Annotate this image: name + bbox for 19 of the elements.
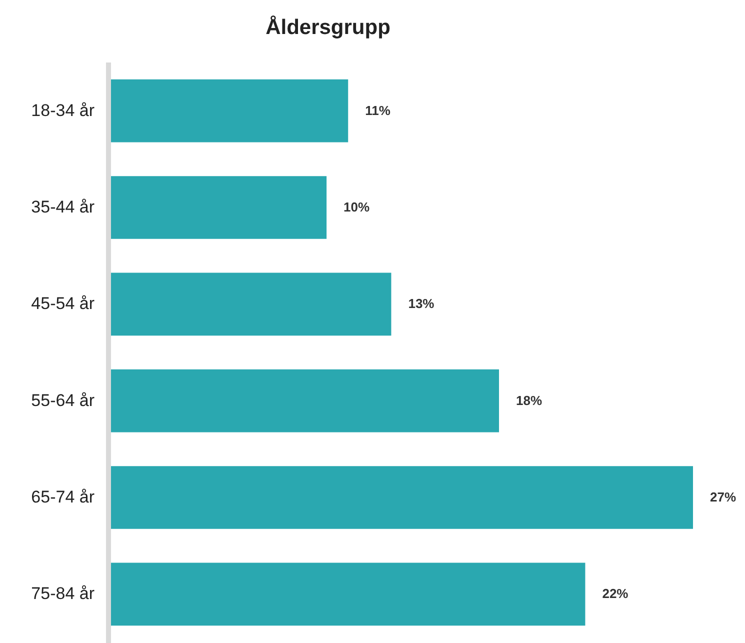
bar: [111, 562, 586, 626]
bar: [111, 466, 693, 529]
data-label: 10%: [344, 199, 370, 214]
data-label: 13%: [408, 296, 435, 312]
bar: [111, 369, 499, 432]
bar: [111, 176, 327, 239]
y-tick-label: 18-34 år: [31, 100, 95, 120]
y-tick-label: 55-64 år: [31, 390, 95, 410]
chart-title: Åldersgrupp: [266, 15, 390, 39]
bar: [111, 79, 348, 142]
data-label: 18%: [516, 392, 542, 408]
y-tick-label: 65-74 år: [31, 488, 95, 507]
data-label: 11%: [365, 102, 391, 118]
y-tick-label: 75-84 år: [31, 584, 95, 604]
data-label: 22%: [602, 586, 629, 602]
data-label: 27%: [710, 490, 736, 505]
y-tick-label: 35-44 år: [31, 197, 95, 216]
y-tick-label: 45-54 år: [31, 294, 95, 314]
bar: [111, 272, 392, 336]
